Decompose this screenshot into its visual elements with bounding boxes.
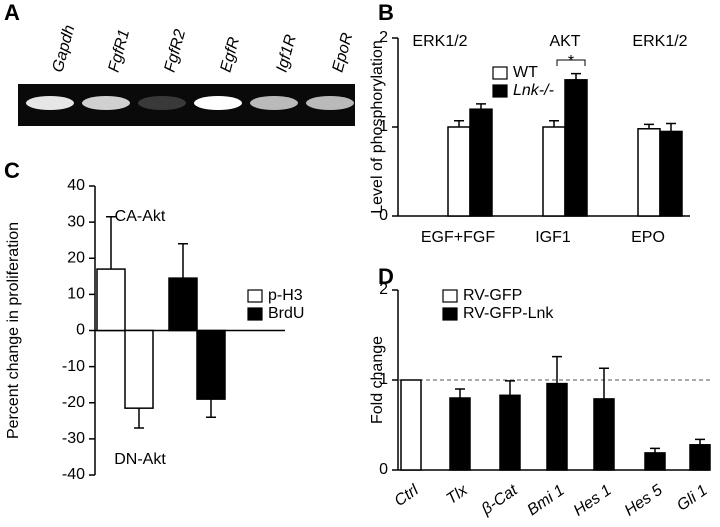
error-bar [178, 243, 188, 279]
x-tick-label: Ctrl [392, 482, 423, 510]
y-tick-label: 1 [379, 118, 388, 135]
panel-label: B [378, 0, 394, 25]
bar [644, 452, 666, 471]
panel-label: A [4, 0, 20, 25]
lane-label: EpoR [330, 31, 357, 74]
legend-label: RV-GFP [463, 287, 522, 304]
lane-label: Igf1R [274, 32, 300, 74]
y-tick-label: 0 [379, 461, 388, 478]
lane-label: FgfR1 [106, 28, 134, 74]
error-bar [106, 215, 116, 270]
bar [689, 444, 711, 471]
bar [499, 394, 521, 471]
y-tick-label: 40 [67, 177, 85, 194]
legend-label: Lnk-/- [513, 82, 554, 99]
y-tick-label: -20 [62, 394, 85, 411]
x-tick-label: Bmi 1 [524, 482, 567, 519]
gel-band [138, 96, 186, 110]
y-tick-label: -40 [62, 466, 85, 483]
legend-label: WT [513, 64, 538, 81]
bar [542, 126, 566, 217]
legend-swatch [442, 289, 458, 303]
error-bar [666, 122, 676, 132]
x-tick-label: Hes 1 [571, 482, 615, 520]
x-tick-label: Hes 5 [622, 482, 666, 520]
error-bar [552, 355, 562, 384]
error-bar [455, 388, 465, 398]
y-tick-label: 2 [379, 29, 388, 46]
lane-label: Gapdh [50, 23, 79, 74]
lane-label: EgfR [218, 35, 244, 74]
error-bar [476, 103, 486, 110]
x-tick-label: Gli 1 [674, 482, 711, 515]
y-axis-label: Level of phosphorylation [369, 40, 386, 213]
y-tick-label: 20 [67, 249, 85, 266]
legend-swatch [442, 307, 458, 321]
y-tick-label: 0 [379, 207, 388, 224]
significance-bracket [556, 59, 586, 66]
bar [400, 379, 422, 471]
lane-label: FgfR2 [162, 28, 190, 75]
legend-swatch [492, 84, 508, 98]
bar [449, 397, 471, 471]
panel-label: C [4, 158, 20, 183]
bar [659, 130, 683, 217]
x-tick-label: IGF1 [535, 229, 571, 246]
error-bar [695, 438, 705, 445]
y-tick-label: 2 [379, 281, 388, 298]
annotation: * [568, 53, 574, 70]
bar [469, 108, 493, 217]
bar [196, 329, 226, 400]
error-bar [549, 120, 559, 127]
legend-label: BrdU [268, 305, 304, 322]
y-tick-label: -10 [62, 358, 85, 375]
error-bar [505, 380, 515, 396]
y-axis-label: Percent change in proliferation [5, 222, 22, 439]
legend-label: RV-GFP-Lnk [463, 305, 554, 322]
x-tick-label: EGF+FGF [421, 229, 495, 246]
legend-swatch [492, 66, 508, 80]
gel-band [194, 96, 242, 110]
y-axis-label: Fold change [369, 336, 386, 424]
annotation: AKT [549, 33, 580, 50]
x-tick-label: β-Cat [478, 481, 521, 518]
annotation: ERK1/2 [412, 33, 467, 50]
y-tick-label: 0 [76, 322, 85, 339]
gel [18, 84, 355, 126]
legend-label: p-H3 [268, 287, 303, 304]
bar [593, 398, 615, 471]
bar [96, 268, 126, 332]
panel-label: D [378, 264, 394, 289]
error-bar [206, 399, 216, 418]
y-tick-label: 30 [67, 213, 85, 230]
y-tick-label: 10 [67, 286, 85, 303]
gel-band [250, 96, 298, 110]
error-bar [134, 408, 144, 429]
bar [564, 79, 588, 217]
bar [546, 382, 568, 471]
gel-band [82, 96, 130, 110]
gel-band [306, 96, 354, 110]
legend-swatch [247, 307, 263, 321]
bar [637, 128, 661, 217]
y-tick-label: -30 [62, 430, 85, 447]
x-tick-label: EPO [631, 229, 665, 246]
bar [168, 277, 198, 332]
annotation: ERK1/2 [632, 33, 687, 50]
legend-swatch [247, 289, 263, 303]
x-tick-label: Tlx [443, 481, 471, 508]
error-bar [571, 72, 581, 80]
error-bar [454, 120, 464, 127]
annotation: CA-Akt [115, 208, 166, 225]
gel-band [26, 96, 74, 110]
error-bar [599, 367, 609, 399]
annotation: DN-Akt [114, 451, 166, 468]
bar [124, 329, 154, 409]
bar [447, 126, 471, 217]
y-tick-label: 1 [379, 371, 388, 388]
